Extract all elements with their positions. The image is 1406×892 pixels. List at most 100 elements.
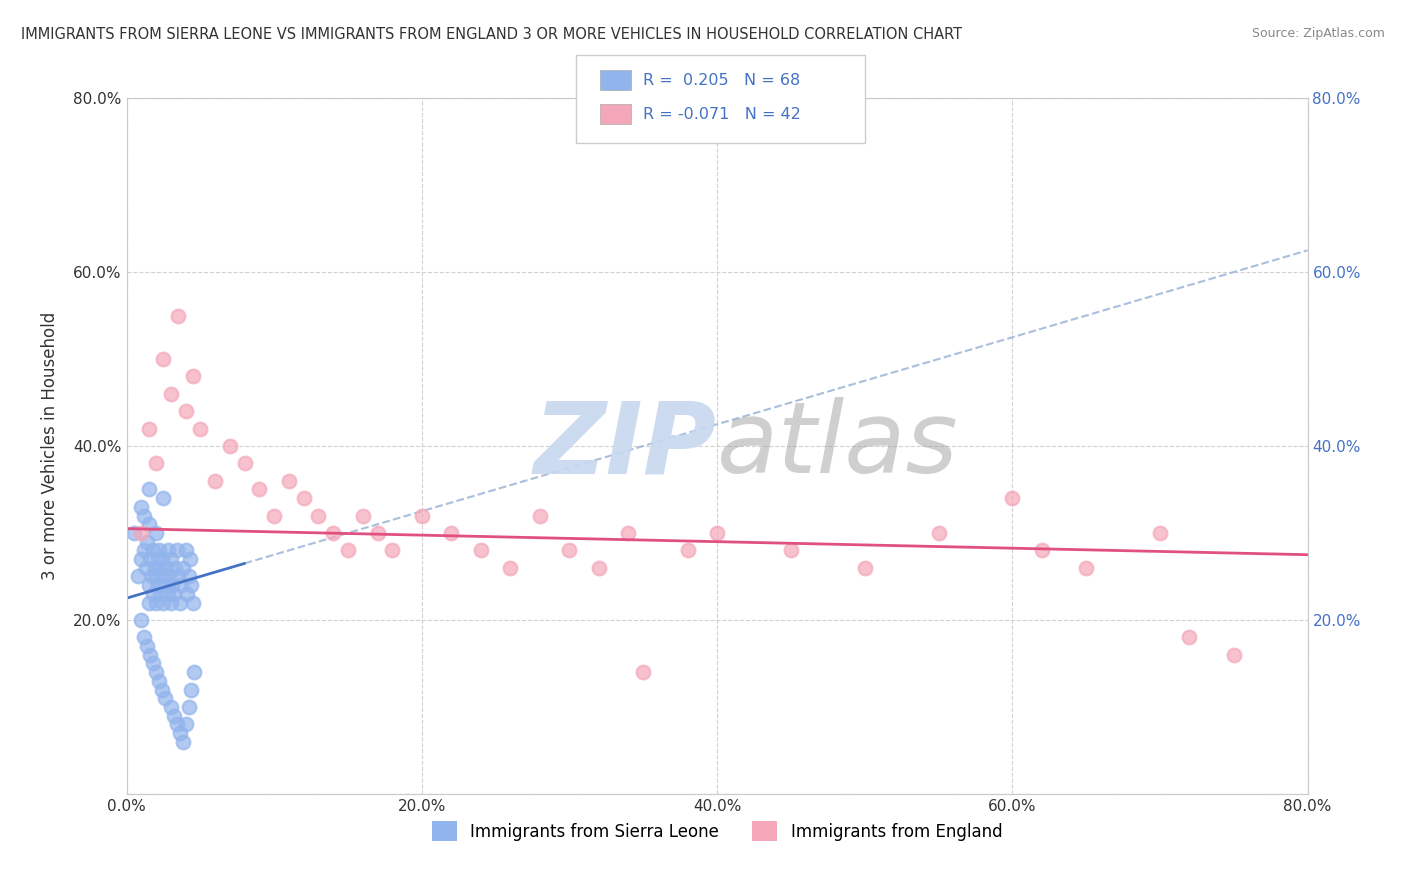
Point — [129, 500, 153, 514]
Point — [167, 309, 190, 323]
Point — [308, 508, 330, 523]
Point — [529, 508, 551, 523]
Point — [136, 534, 159, 549]
Point — [617, 525, 640, 540]
Point — [172, 735, 194, 749]
Point — [142, 657, 165, 671]
Point — [156, 587, 179, 601]
Point — [160, 387, 183, 401]
Point — [152, 491, 174, 505]
Point — [160, 596, 183, 610]
Text: R = -0.071   N = 42: R = -0.071 N = 42 — [643, 107, 800, 121]
Point — [174, 717, 197, 731]
Point — [249, 483, 271, 497]
Point — [150, 682, 173, 697]
Point — [145, 665, 167, 680]
Point — [146, 578, 169, 592]
Point — [163, 708, 186, 723]
Point — [174, 543, 197, 558]
Point — [177, 699, 200, 714]
Point — [145, 596, 167, 610]
Point — [165, 561, 187, 575]
Point — [633, 665, 655, 680]
Point — [176, 587, 198, 601]
Point — [167, 569, 190, 583]
Point — [134, 543, 156, 558]
Point — [138, 422, 160, 436]
Point — [172, 561, 194, 575]
Point — [1178, 630, 1201, 644]
Point — [204, 474, 226, 488]
Point — [153, 691, 176, 706]
Point — [499, 561, 522, 575]
Point — [152, 596, 174, 610]
Point — [142, 587, 165, 601]
Point — [381, 543, 404, 558]
Text: IMMIGRANTS FROM SIERRA LEONE VS IMMIGRANTS FROM ENGLAND 3 OR MORE VEHICLES IN HO: IMMIGRANTS FROM SIERRA LEONE VS IMMIGRAN… — [21, 27, 962, 42]
Point — [588, 561, 610, 575]
Point — [150, 552, 173, 566]
Point — [122, 525, 145, 540]
Point — [278, 474, 301, 488]
Point — [853, 561, 876, 575]
Point — [174, 404, 197, 418]
Point — [138, 596, 160, 610]
Point — [1149, 525, 1171, 540]
Point — [143, 561, 166, 575]
Point — [129, 552, 153, 566]
Point — [470, 543, 492, 558]
Legend: Immigrants from Sierra Leone, Immigrants from England: Immigrants from Sierra Leone, Immigrants… — [425, 814, 1010, 848]
Point — [263, 508, 285, 523]
Text: atlas: atlas — [717, 398, 959, 494]
Point — [148, 673, 170, 688]
Point — [160, 552, 183, 566]
Point — [152, 569, 174, 583]
Point — [138, 483, 160, 497]
Point — [152, 351, 174, 366]
Point — [177, 569, 200, 583]
Point — [135, 561, 157, 575]
Point — [188, 422, 212, 436]
Point — [146, 552, 169, 566]
Point — [1223, 648, 1246, 662]
Point — [233, 456, 256, 471]
Point — [367, 525, 389, 540]
Point — [134, 508, 156, 523]
Point — [440, 525, 463, 540]
Point — [558, 543, 581, 558]
Point — [181, 369, 204, 384]
Point — [134, 630, 156, 644]
Point — [180, 578, 202, 592]
Point — [139, 552, 162, 566]
Point — [292, 491, 315, 505]
Point — [163, 587, 186, 601]
Point — [129, 613, 153, 627]
Point — [145, 456, 167, 471]
Point — [162, 578, 184, 592]
Point — [322, 525, 344, 540]
Text: Source: ZipAtlas.com: Source: ZipAtlas.com — [1251, 27, 1385, 40]
Point — [180, 682, 202, 697]
Y-axis label: 3 or more Vehicles in Household: 3 or more Vehicles in Household — [41, 312, 59, 580]
Point — [148, 543, 170, 558]
Point — [148, 561, 170, 575]
Point — [138, 578, 160, 592]
Point — [160, 699, 183, 714]
Point — [411, 508, 433, 523]
Point — [149, 587, 172, 601]
Point — [153, 578, 176, 592]
Point — [136, 639, 159, 653]
Point — [155, 561, 177, 575]
Point — [219, 439, 242, 453]
Point — [157, 569, 180, 583]
Point — [337, 543, 360, 558]
Point — [145, 525, 167, 540]
Text: R =  0.205   N = 68: R = 0.205 N = 68 — [643, 73, 800, 87]
Point — [179, 552, 201, 566]
Point — [1001, 491, 1024, 505]
Point — [183, 665, 205, 680]
Text: ZIP: ZIP — [534, 398, 717, 494]
Point — [127, 569, 149, 583]
Point — [780, 543, 803, 558]
Point — [166, 543, 188, 558]
